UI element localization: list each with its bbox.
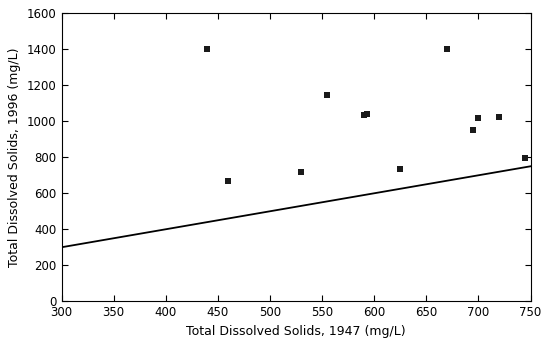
Point [224,178,233,183]
Point [396,166,405,172]
Point [203,47,212,52]
Point [495,114,504,120]
Point [359,112,368,118]
Point [362,111,371,117]
Point [474,115,483,120]
Y-axis label: Total Dissolved Solids, 1996 (mg/L): Total Dissolved Solids, 1996 (mg/L) [8,47,21,267]
Point [297,169,306,174]
Point [469,128,477,133]
X-axis label: Total Dissolved Solids, 1947 (mg/L): Total Dissolved Solids, 1947 (mg/L) [186,325,406,338]
Point [443,47,452,52]
Point [323,92,332,98]
Point [521,155,530,161]
